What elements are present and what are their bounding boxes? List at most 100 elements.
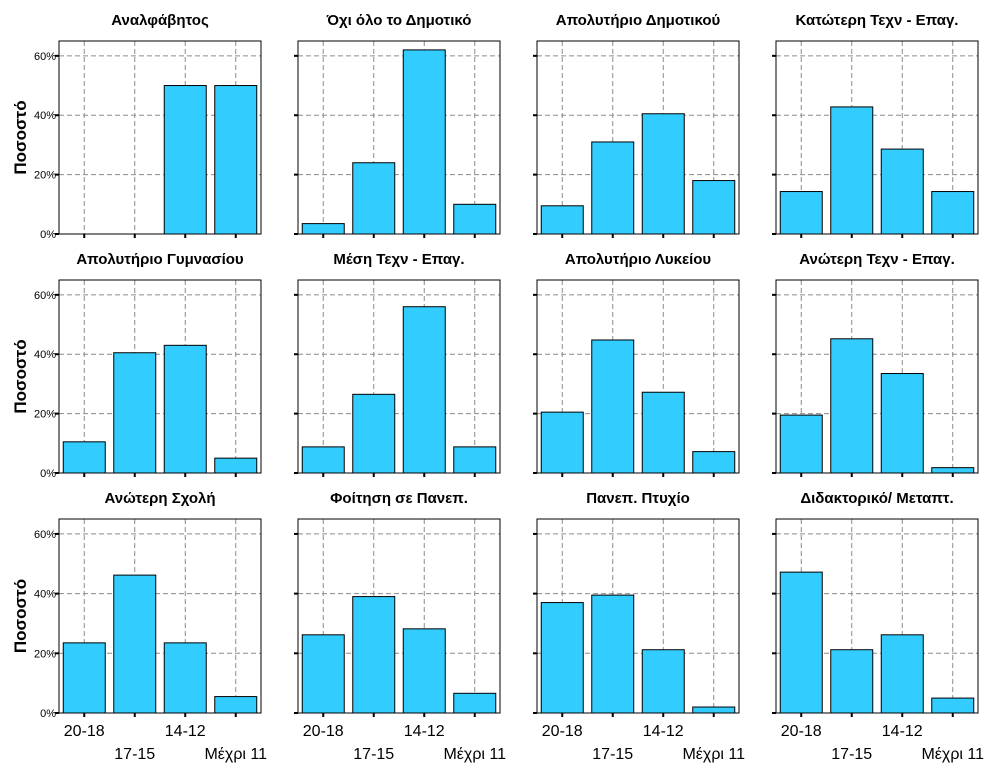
panel-9: Ανώτερη Σχολή 0% 20% 40% 60% Ποσοστό 20-18 17-1… — [11, 490, 267, 763]
plot-frame — [297, 279, 501, 474]
bar — [830, 106, 874, 235]
panel-2: Όχι όλο το Δημοτικό — [294, 12, 501, 238]
x-tick-label: 17-15 — [592, 746, 633, 763]
plot-frame — [297, 518, 501, 714]
bar — [163, 642, 207, 714]
y-tick-label: 0% — [40, 229, 56, 241]
bar — [352, 162, 396, 235]
bar — [163, 85, 207, 235]
panel-11: Πανεπ. Πτυχίο 20-18 17-15 14-12 Μέχρι 11 — [533, 490, 745, 763]
bar — [779, 191, 823, 235]
bar — [214, 696, 258, 714]
bar — [830, 649, 874, 714]
panel-title: Ανώτερη Τεχν - Επαγ. — [799, 251, 955, 268]
bar — [641, 113, 685, 235]
x-tick-label: 14-12 — [404, 723, 445, 740]
panel-title: Απολυτήριο Γυμνασίου — [76, 251, 244, 268]
y-tick-label: 20% — [34, 170, 56, 182]
bar — [113, 574, 157, 714]
x-tick-label: 17-15 — [114, 746, 155, 763]
x-tick-label: Μέχρι 11 — [921, 746, 984, 763]
y-axis-label: Ποσοστό — [11, 100, 30, 174]
panel-title: Κατώτερη Τεχν - Επαγ. — [796, 12, 959, 29]
bar — [62, 642, 106, 714]
y-tick-label: 40% — [34, 349, 56, 361]
bar — [453, 446, 497, 474]
bar — [540, 205, 584, 235]
y-tick-label: 20% — [34, 409, 56, 421]
y-tick-label: 60% — [34, 529, 56, 541]
bar — [540, 411, 584, 474]
panel-7: Απολυτήριο Λυκείου — [533, 251, 740, 477]
plot-frame — [58, 518, 262, 714]
bar — [692, 706, 736, 714]
panel-title: Διδακτορικό/ Μεταπτ. — [800, 490, 953, 507]
bar — [692, 451, 736, 474]
plot-frame — [775, 279, 979, 474]
y-tick-label: 40% — [34, 589, 56, 601]
bar — [301, 446, 345, 474]
plot-frame — [58, 40, 262, 235]
bar — [830, 338, 874, 474]
panel-8: Ανώτερη Τεχν - Επαγ. — [772, 251, 979, 477]
x-tick-label: 20-18 — [781, 723, 822, 740]
bar — [591, 594, 635, 714]
plot-frame — [536, 518, 740, 714]
bar — [163, 344, 207, 474]
panel-4: Κατώτερη Τεχν - Επαγ. — [772, 12, 979, 238]
bar — [880, 634, 924, 714]
bar — [692, 180, 736, 235]
bar — [214, 85, 258, 235]
panel-5: Απολυτήριο Γυμνασίου 0% 20% 40% 60% Ποσοστό — [11, 251, 262, 480]
bar — [453, 203, 497, 235]
y-axis-label: Ποσοστό — [11, 339, 30, 413]
bar — [931, 191, 975, 235]
bar — [62, 441, 106, 474]
bar — [931, 467, 975, 474]
panel-3: Απολυτήριο Δημοτικού — [533, 12, 740, 238]
bar — [301, 223, 345, 235]
bar — [880, 148, 924, 235]
bar — [779, 571, 823, 714]
x-tick-label: Μέχρι 11 — [443, 746, 506, 763]
y-tick-label: 0% — [40, 708, 56, 720]
panel-12: Διδακτορικό/ Μεταπτ. 20-18 17-15 14-12 Μέχρι… — [772, 490, 984, 763]
bar — [214, 457, 258, 474]
panel-title: Απολυτήριο Δημοτικού — [556, 12, 721, 29]
plot-frame — [58, 279, 262, 474]
bar — [931, 697, 975, 714]
y-axis-label: Ποσοστό — [11, 579, 30, 653]
panel-10: Φοίτηση σε Πανεπ. 20-18 17-15 14-12 Μέχρι 11 — [294, 490, 506, 763]
y-tick-label: 0% — [40, 468, 56, 480]
panel-1: Αναλφάβητος 0% 20% 40% 60% Ποσοστό — [11, 12, 262, 241]
x-tick-label: 20-18 — [303, 723, 344, 740]
bar — [591, 339, 635, 474]
y-tick-label: 60% — [34, 51, 56, 63]
bar — [779, 414, 823, 474]
x-tick-label: 14-12 — [165, 723, 206, 740]
bar — [880, 373, 924, 474]
x-tick-label: 14-12 — [643, 723, 684, 740]
bar — [352, 596, 396, 714]
plot-frame — [297, 40, 501, 235]
x-tick-label: 17-15 — [831, 746, 872, 763]
bar — [402, 49, 446, 235]
x-tick-label: 20-18 — [542, 723, 583, 740]
bar — [540, 602, 584, 714]
y-tick-label: 20% — [34, 648, 56, 660]
y-tick-label: 40% — [34, 110, 56, 122]
panel-title: Πανεπ. Πτυχίο — [586, 490, 690, 507]
bar — [453, 692, 497, 714]
plot-frame — [775, 40, 979, 235]
panel-title: Αναλφάβητος — [111, 12, 209, 29]
plot-frame — [536, 40, 740, 235]
x-tick-label: 20-18 — [64, 723, 105, 740]
panel-6: Μέση Τεχν - Επαγ. — [294, 251, 501, 477]
y-tick-label: 60% — [34, 290, 56, 302]
bar — [352, 393, 396, 474]
x-tick-label: 14-12 — [882, 723, 923, 740]
plot-frame — [536, 279, 740, 474]
bar — [641, 391, 685, 474]
bar — [402, 306, 446, 474]
bar — [591, 141, 635, 235]
